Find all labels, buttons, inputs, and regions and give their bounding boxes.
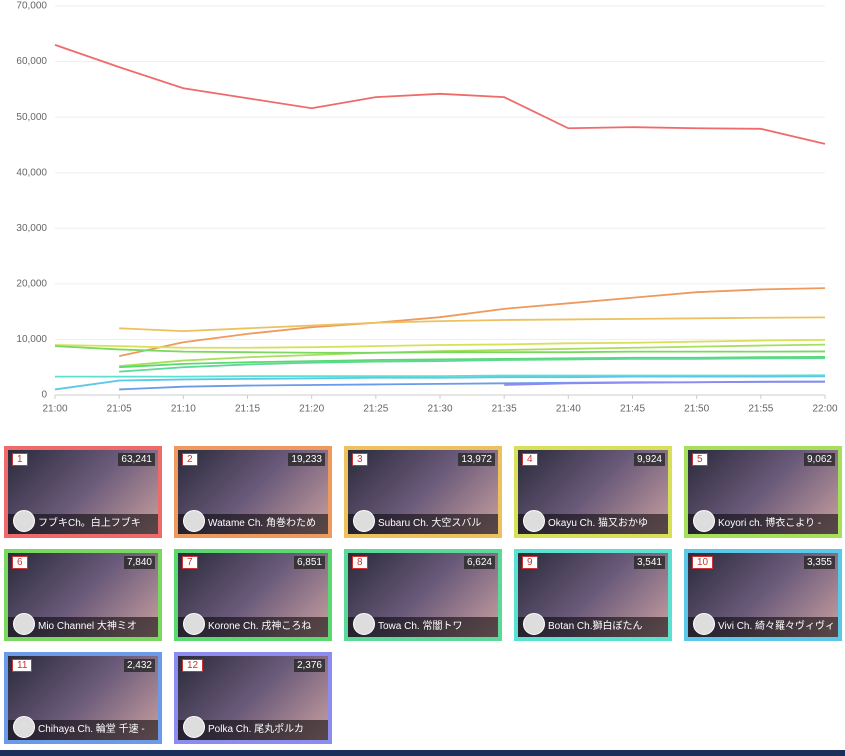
series-line [504,380,826,386]
series-line [55,374,826,378]
rank-badge: 1 [12,453,28,466]
rank-badge: 5 [692,453,708,466]
avatar [523,510,545,532]
channel-name: Polka Ch. 尾丸ポルカ [178,720,328,740]
rank-badge: 6 [12,556,28,569]
channel-name: Mio Channel 大神ミオ [8,617,158,637]
footer-bar [0,750,845,756]
chart: 0 10,000 20,000 30,000 40,000 50,000 60,000 70,… [16,1,838,415]
channel-name: Watame Ch. 角巻わため [178,514,328,534]
channel-name: Koyori ch. 博衣こより - [688,514,838,534]
avatar [693,613,715,635]
y-tick-label: 20,000 [16,278,47,289]
stream-card[interactable]: 6 7,840 Mio Channel 大神ミオ [4,549,162,641]
x-tick-label: 21:20 [299,404,324,415]
viewer-count: 7,840 [123,556,155,569]
avatar [353,510,375,532]
stream-card[interactable]: 3 13,972 Subaru Ch. 大空スバル [344,446,502,538]
viewer-count: 6,624 [463,556,495,569]
y-tick-label: 30,000 [16,223,47,234]
x-tick-label: 21:15 [235,404,260,415]
series-line [54,44,826,145]
x-tick-label: 21:45 [620,404,645,415]
series-line [119,343,826,367]
channel-name: フブキCh。白上フブキ [8,514,158,534]
channel-name: Korone Ch. 戌神ころね [178,617,328,637]
viewer-count: 9,924 [633,453,665,466]
stream-card[interactable]: 1 63,241 フブキCh。白上フブキ [4,446,162,538]
avatar [13,716,35,738]
viewer-count: 3,541 [633,556,665,569]
viewer-count: 63,241 [118,453,155,466]
stream-card[interactable]: 7 6,851 Korone Ch. 戌神ころね [174,549,332,641]
x-tick-label: 21:40 [556,404,581,415]
series-line [54,345,826,354]
channel-name: Okayu Ch. 猫又おかゆ [518,514,668,534]
channel-name: Vivi Ch. 綺々羅々ヴィヴィ [688,617,838,637]
stream-card[interactable]: 4 9,924 Okayu Ch. 猫又おかゆ [514,446,672,538]
x-tick-label: 21:55 [748,404,773,415]
avatar [183,716,205,738]
series-line [119,356,826,369]
x-tick-label: 21:30 [427,404,452,415]
stream-card[interactable]: 8 6,624 Towa Ch. 常闇トワ [344,549,502,641]
channel-name: Botan Ch.獅白ぼたん [518,617,668,637]
y-tick-label: 40,000 [16,167,47,178]
x-tick-label: 21:10 [171,404,196,415]
y-tick-label: 70,000 [16,1,47,12]
stream-card[interactable]: 12 2,376 Polka Ch. 尾丸ポルカ [174,652,332,744]
avatar [353,613,375,635]
rank-badge: 3 [352,453,368,466]
viewer-count: 9,062 [803,453,835,466]
rank-badge: 8 [352,556,368,569]
viewer-count: 6,851 [293,556,325,569]
channel-name: Chihaya Ch. 輪堂 千速 - [8,720,158,740]
y-tick-label: 50,000 [16,112,47,123]
x-tick-label: 21:00 [42,404,67,415]
x-tick-label: 22:00 [812,404,837,415]
rank-badge: 11 [12,659,33,672]
rank-badge: 4 [522,453,538,466]
y-tick-label: 10,000 [16,334,47,345]
x-tick-label: 21:35 [492,404,517,415]
rank-badge: 12 [182,659,204,672]
rank-badge: 7 [182,556,198,569]
viewer-count: 19,233 [288,453,325,466]
y-tick-label: 60,000 [16,56,47,67]
x-tick-label: 21:05 [107,404,132,415]
channel-name: Towa Ch. 常闇トワ [348,617,498,637]
avatar [523,613,545,635]
viewer-count: 13,972 [458,453,495,466]
stream-card[interactable]: 11 2,432 Chihaya Ch. 輪堂 千速 - [4,652,162,744]
stream-card[interactable]: 10 3,355 Vivi Ch. 綺々羅々ヴィヴィ [684,549,842,641]
rank-badge: 9 [522,556,538,569]
x-tick-label: 21:50 [684,404,709,415]
series-line [119,357,826,373]
series-line [54,375,826,391]
rank-badge: 2 [182,453,198,466]
viewer-count: 2,432 [123,659,155,672]
channel-name: Subaru Ch. 大空スバル [348,514,498,534]
avatar [13,510,35,532]
series-line [118,287,826,357]
stream-card[interactable]: 9 3,541 Botan Ch.獅白ぼたん [514,549,672,641]
avatar [693,510,715,532]
avatar [13,613,35,635]
viewer-count: 2,376 [293,659,325,672]
avatar [183,510,205,532]
y-tick-label: 0 [41,390,47,401]
avatar [183,613,205,635]
rank-badge: 10 [692,556,714,569]
series-line [54,338,826,349]
viewer-count: 3,355 [803,556,835,569]
stream-card[interactable]: 2 19,233 Watame Ch. 角巻わため [174,446,332,538]
x-tick-label: 21:25 [363,404,388,415]
series-line [119,316,826,332]
stream-card[interactable]: 5 9,062 Koyori ch. 博衣こより - [684,446,842,538]
